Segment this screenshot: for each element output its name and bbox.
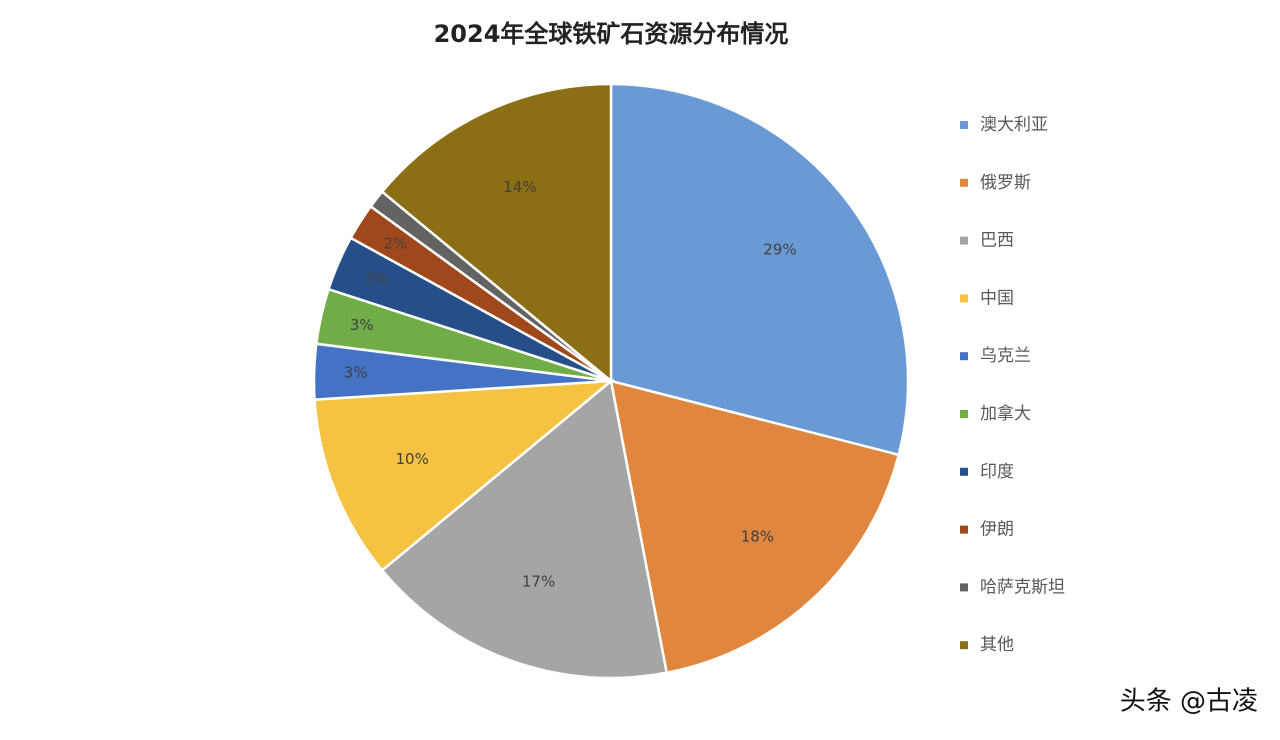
legend-label: 澳大利亚 [980, 115, 1048, 135]
data-label: 14% [503, 178, 536, 196]
pie-slice [313, 379, 615, 573]
legend-label: 其他 [980, 635, 1014, 655]
legend-marker [960, 641, 968, 650]
data-label: 3% [344, 363, 368, 381]
pie-slice [380, 378, 669, 680]
pie-slice [380, 82, 613, 384]
legend-label: 中国 [980, 288, 1014, 308]
legend-marker [960, 467, 968, 476]
data-label: 3% [350, 316, 374, 334]
legend-marker [960, 294, 968, 303]
pie-slice [609, 82, 910, 457]
legend-label: 伊朗 [980, 520, 1014, 540]
legend-marker [960, 178, 968, 187]
legend-label: 加拿大 [980, 403, 1031, 424]
legend-marker [960, 410, 968, 418]
legend-label: 俄罗斯 [980, 173, 1031, 193]
legend-marker [960, 121, 968, 129]
data-label: 3% [365, 270, 389, 288]
legend-marker [960, 525, 968, 534]
data-label: 10% [396, 450, 429, 468]
legend-label: 印度 [980, 462, 1014, 482]
data-label: 2% [383, 235, 407, 253]
pie-slice [609, 379, 901, 675]
data-label: 17% [522, 573, 555, 591]
data-label: 18% [741, 527, 774, 545]
data-label: 29% [763, 240, 796, 258]
legend-label: 巴西 [980, 231, 1014, 251]
legend-marker [960, 352, 968, 361]
legend-marker [960, 583, 968, 592]
legend-label: 乌克兰 [980, 346, 1031, 366]
chart-title: 2024年全球铁矿石资源分布情况 [434, 20, 789, 48]
legend-label: 哈萨克斯坦 [980, 577, 1065, 597]
legend-marker [960, 236, 968, 245]
watermark: 头条 @古凌 [1120, 687, 1258, 717]
